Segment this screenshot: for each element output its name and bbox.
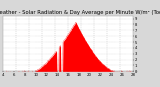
- Title: Milwaukee Weather - Solar Radiation & Day Average per Minute W/m² (Today): Milwaukee Weather - Solar Radiation & Da…: [0, 10, 160, 15]
- Bar: [31, 68, 32, 71]
